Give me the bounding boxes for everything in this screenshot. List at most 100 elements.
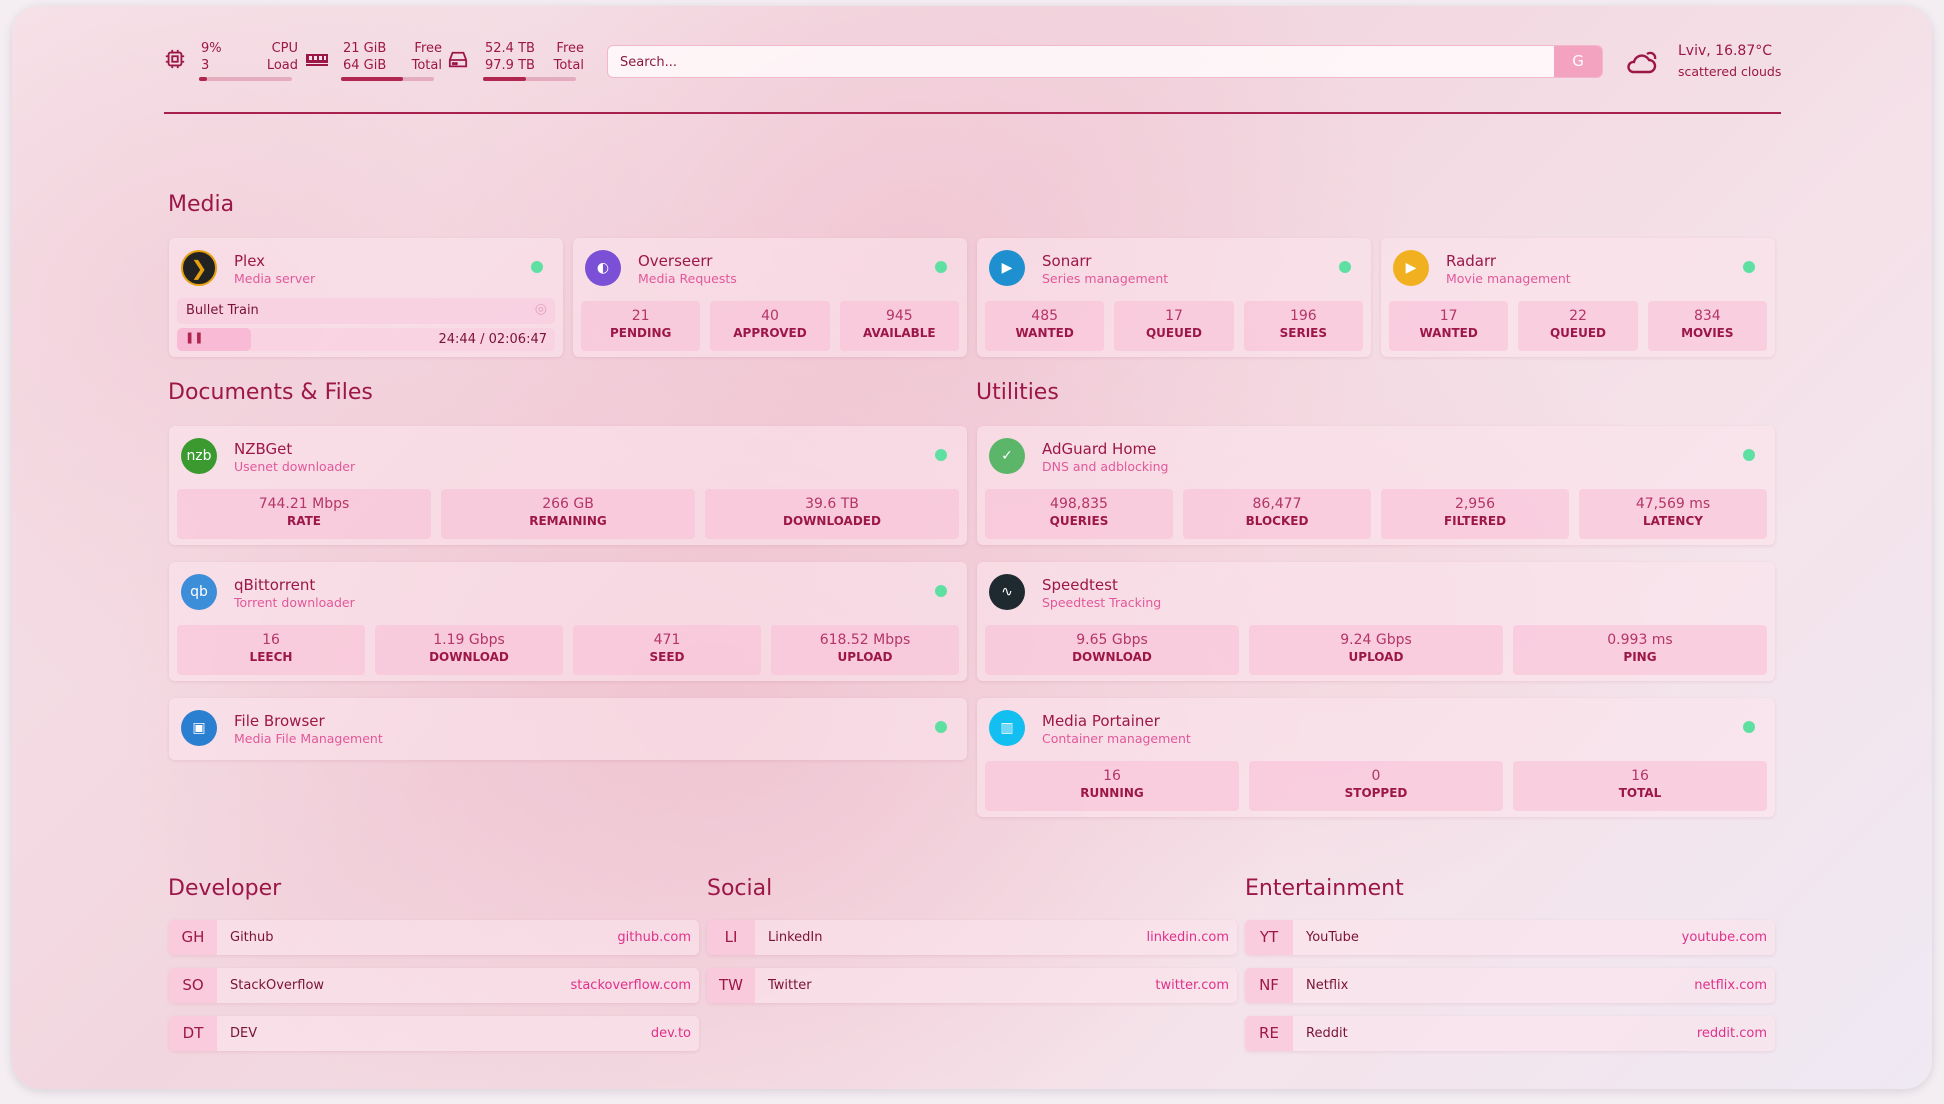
playback-progress[interactable]: ❚❚ 24:44 / 02:06:47 [177,328,555,351]
qbittorrent-icon: qb [181,574,217,610]
stat-label: LATENCY [1643,514,1703,528]
stat-filtered: 2,956 FILTERED [1381,489,1569,539]
bookmark-abbr: SO [169,968,217,1003]
ram-total-label: Total [411,58,442,73]
stat-label: STOPPED [1344,786,1408,800]
bookmark-twitter[interactable]: TW Twitter twitter.com [707,968,1237,1003]
overseerr-card[interactable]: ◐ Overseerr Media Requests 21 PENDING 40 AP… [573,238,967,357]
bookmark-abbr: LI [707,920,755,955]
stats-row: 485 WANTED 17 QUEUED 196 SERIES [985,301,1363,351]
bookmark-youtube[interactable]: YT YouTube youtube.com [1245,920,1775,955]
radarr-card[interactable]: ▶ Radarr Movie management 17 WANTED 22 QUEU… [1381,238,1775,357]
bookmark-abbr: GH [169,920,217,955]
stat-running: 16 RUNNING [985,761,1239,811]
stat-value: 39.6 TB [805,496,859,512]
portainer-icon: ▥ [989,710,1025,746]
stats-row: 16 LEECH 1.19 Gbps DOWNLOAD 471 SEED 618.52 Mb… [177,625,959,675]
stat-value: 266 GB [542,496,594,512]
stat-total: 16 TOTAL [1513,761,1767,811]
stat-wanted: 485 WANTED [985,301,1105,351]
bookmark-name: Twitter [768,978,812,993]
bookmark-github[interactable]: GH Github github.com [169,920,699,955]
bookmark-url[interactable]: dev.to [650,1026,691,1041]
nzbget-card[interactable]: nzb NZBGet Usenet downloader 744.21 Mbps… [169,426,967,545]
stat-available: 945 AVAILABLE [839,301,959,351]
bookmark-url[interactable]: reddit.com [1696,1026,1767,1041]
qbittorrent-card[interactable]: qb qBittorrent Torrent downloader 16 LEEC… [169,562,967,681]
sonarr-card[interactable]: ▶ Sonarr Series management 485 WANTED 17 QU… [977,238,1371,357]
stats-row: 498,835 QUERIES 86,477 BLOCKED 2,956 FILTERED… [985,489,1767,539]
stat-label: DOWNLOAD [1072,650,1152,664]
stat-latency: 47,569 ms LATENCY [1579,489,1767,539]
stat-value: 471 [653,632,681,648]
weather-location-temp: Lviv, 16.87°C [1678,43,1773,59]
overseerr-icon: ◐ [585,250,621,286]
bookmark-name: Reddit [1306,1026,1348,1041]
nzbget-icon: nzb [181,438,217,474]
search-engine-button[interactable]: G [1554,46,1602,77]
bookmark-url[interactable]: netflix.com [1694,978,1767,993]
bookmark-abbr: DT [169,1016,217,1051]
stat-value: 945 [885,308,913,324]
service-name: Media Portainer [1042,712,1160,730]
bookmark-url[interactable]: stackoverflow.com [570,978,691,993]
stat-value: 9.24 Gbps [1340,632,1412,648]
bookmark-url[interactable]: linkedin.com [1146,930,1229,945]
radarr-icon: ▶ [1393,250,1429,286]
portainer-card[interactable]: ▥ Media Portainer Container management 1… [977,698,1775,817]
cpu-bar [199,77,292,81]
bookmark-netflix[interactable]: NF Netflix netflix.com [1245,968,1775,1003]
service-description: Media Requests [638,271,737,286]
stat-queued: 22 QUEUED [1518,301,1638,351]
speedtest-card[interactable]: ∿ Speedtest Speedtest Tracking 9.65 Gbps… [977,562,1775,681]
status-dot [935,721,947,733]
search-input[interactable]: Search... G [607,45,1603,78]
bookmark-stackoverflow[interactable]: SO StackOverflow stackoverflow.com [169,968,699,1003]
bookmark-name: LinkedIn [768,930,823,945]
stat-label: LEECH [249,650,293,664]
bookmark-url[interactable]: youtube.com [1681,930,1767,945]
pause-icon[interactable]: ❚❚ [185,331,204,344]
ram-bar [341,77,434,81]
disk-total-label: Total [553,58,584,73]
hard-drive-icon [447,50,469,74]
bookmark-url[interactable]: twitter.com [1155,978,1229,993]
service-name: AdGuard Home [1042,440,1157,458]
stat-label: TOTAL [1618,786,1662,800]
stat-label: QUERIES [1049,514,1109,528]
bookmark-dev[interactable]: DT DEV dev.to [169,1016,699,1051]
bookmark-linkedin[interactable]: LI LinkedIn linkedin.com [707,920,1237,955]
bookmark-reddit[interactable]: RE Reddit reddit.com [1245,1016,1775,1051]
stat-label: RATE [287,514,321,528]
stat-upload: 9.24 Gbps UPLOAD [1249,625,1503,675]
cpu-percent: 9% [201,41,222,56]
stat-value: 744.21 Mbps [258,496,350,512]
filebrowser-card[interactable]: ▣ File Browser Media File Management [169,698,967,760]
stat-value: 21 [631,308,650,324]
stat-series: 196 SERIES [1243,301,1363,351]
stats-row: 16 RUNNING 0 STOPPED 16 TOTAL [985,761,1767,811]
stat-rate: 744.21 Mbps RATE [177,489,431,539]
stat-leech: 16 LEECH [177,625,365,675]
bookmark-name: Netflix [1306,978,1349,993]
section-social: Social [707,876,773,901]
stat-label: AVAILABLE [863,326,936,340]
status-dot [1339,261,1351,273]
stat-value: 16 [262,632,280,648]
stat-label: REMAINING [529,514,607,528]
section-entertainment: Entertainment [1245,876,1404,901]
now-playing-title: Bullet Train [186,303,259,318]
file-browser-icon: ▣ [181,710,217,746]
weather-condition: scattered clouds [1678,64,1782,79]
now-playing-row[interactable]: Bullet Train ◎ [177,298,555,324]
service-name: qBittorrent [234,576,316,594]
header-divider [164,112,1781,114]
stat-value: 17 [1165,308,1183,324]
adguard-card[interactable]: ✓ AdGuard Home DNS and adblocking 498,83… [977,426,1775,545]
stat-label: WANTED [1015,326,1074,340]
plex-card[interactable]: ❯ Plex Media server Bullet Train ◎ ❚❚ 24… [169,238,563,357]
stat-value: 2,956 [1454,496,1496,512]
bookmark-url[interactable]: github.com [617,930,691,945]
section-utilities: Utilities [976,380,1059,405]
cpu-icon [164,48,186,74]
